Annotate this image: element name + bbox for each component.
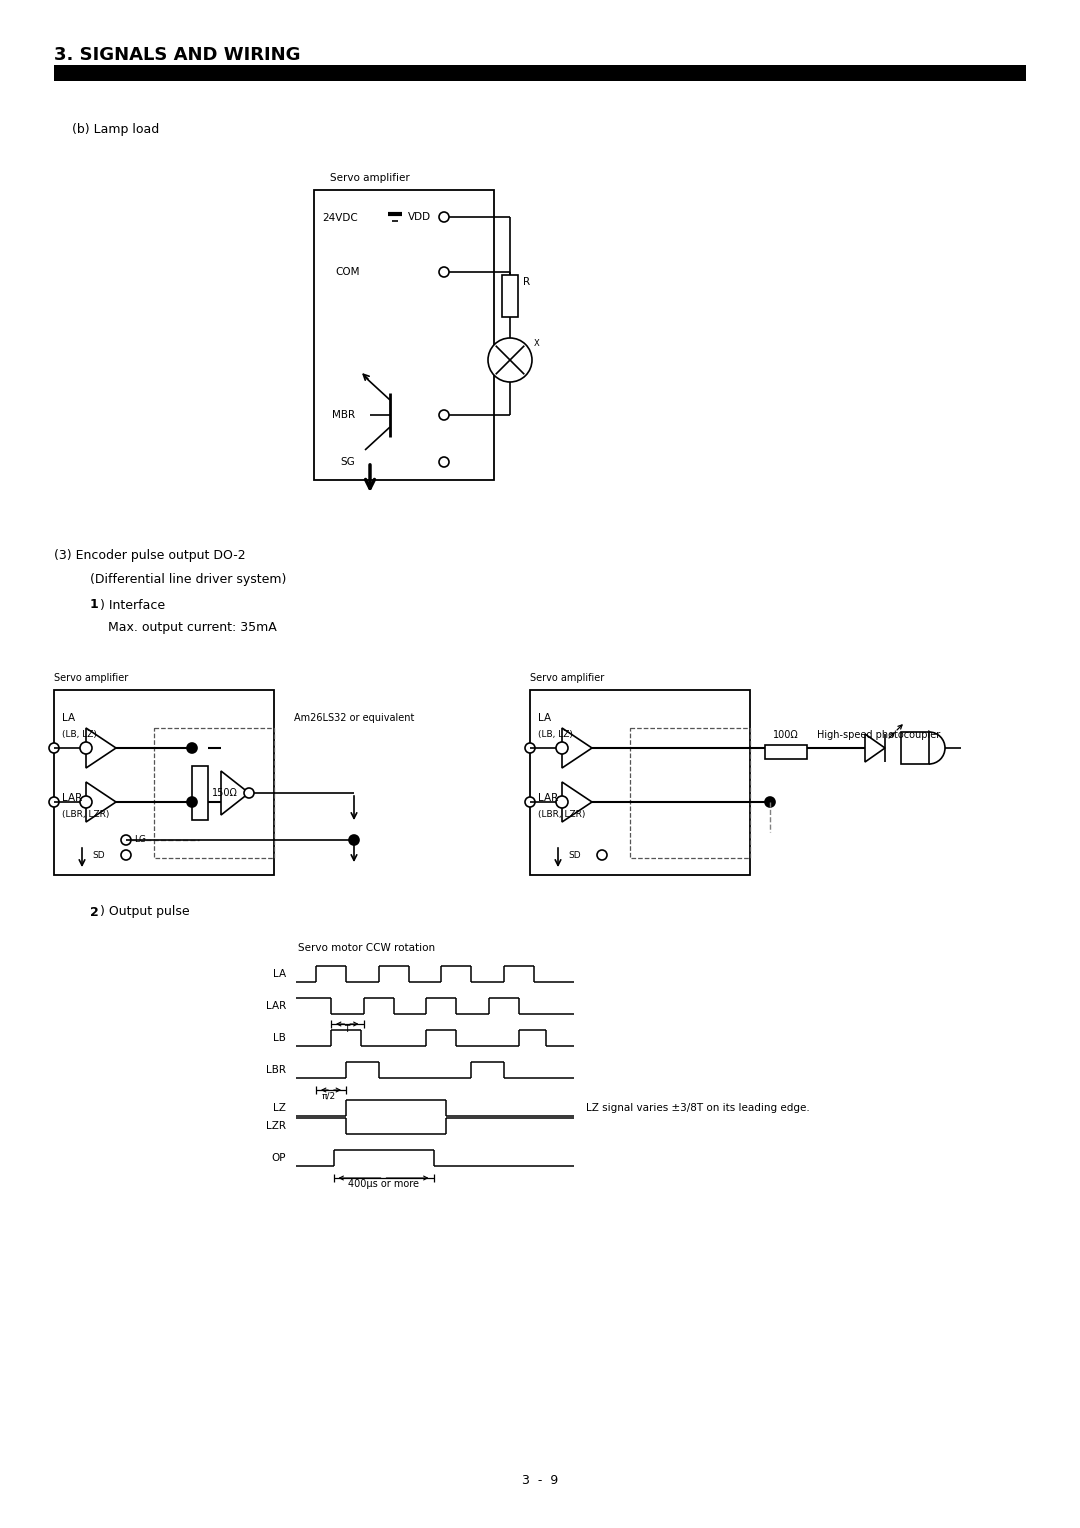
Polygon shape (865, 733, 885, 762)
Text: SD: SD (92, 851, 105, 859)
Bar (630, 727, 750, 859)
Text: 400μs or more: 400μs or more (348, 1180, 419, 1189)
Text: Servo amplifier: Servo amplifier (530, 672, 604, 683)
Bar (901, 732, 929, 764)
Circle shape (438, 457, 449, 468)
Polygon shape (562, 782, 592, 822)
Text: Servo motor CCW rotation: Servo motor CCW rotation (298, 943, 435, 953)
Circle shape (80, 743, 92, 753)
Circle shape (597, 850, 607, 860)
Text: LG: LG (134, 836, 146, 845)
Text: SD: SD (568, 851, 581, 859)
Text: Max. output current: 35mA: Max. output current: 35mA (108, 622, 276, 634)
Text: (LB, LZ): (LB, LZ) (538, 729, 572, 738)
Text: SG: SG (340, 457, 355, 468)
Text: (LB, LZ): (LB, LZ) (62, 729, 97, 738)
Polygon shape (86, 727, 116, 769)
Text: 100Ω: 100Ω (773, 730, 799, 740)
Text: LA: LA (273, 969, 286, 979)
Text: Servo amplifier: Servo amplifier (330, 173, 409, 183)
Bar (192, 766, 208, 821)
Text: LBR: LBR (266, 1065, 286, 1076)
Polygon shape (86, 782, 116, 822)
Circle shape (80, 796, 92, 808)
Circle shape (525, 743, 535, 753)
Text: LAR: LAR (538, 793, 558, 804)
Text: (Differential line driver system): (Differential line driver system) (90, 573, 286, 587)
Text: LAR: LAR (62, 793, 82, 804)
Text: High-speed photocoupler: High-speed photocoupler (816, 730, 941, 740)
Circle shape (525, 798, 535, 807)
Circle shape (121, 834, 131, 845)
Text: 24VDC: 24VDC (322, 212, 357, 223)
Text: 150Ω: 150Ω (212, 788, 238, 798)
Bar (54, 66, 1026, 81)
Bar (154, 727, 274, 859)
Text: R: R (523, 277, 530, 287)
Circle shape (187, 743, 197, 753)
Text: LAR: LAR (266, 1001, 286, 1012)
Text: T: T (345, 1025, 350, 1034)
Text: ) Output pulse: ) Output pulse (100, 906, 190, 918)
Circle shape (49, 798, 59, 807)
Circle shape (187, 798, 197, 807)
Text: 3  -  9: 3 - 9 (522, 1473, 558, 1487)
Text: LZ signal varies ±3/8T on its leading edge.: LZ signal varies ±3/8T on its leading ed… (586, 1103, 810, 1112)
Text: (LBR, LZR): (LBR, LZR) (62, 810, 109, 819)
Text: COM: COM (336, 267, 360, 277)
Text: 1: 1 (90, 599, 98, 611)
Circle shape (765, 798, 775, 807)
Text: X: X (535, 339, 540, 347)
Text: LA: LA (538, 714, 551, 723)
Text: 2: 2 (90, 906, 98, 918)
Text: LA: LA (62, 714, 76, 723)
Text: Am26LS32 or equivalent: Am26LS32 or equivalent (294, 714, 415, 723)
Text: LZ: LZ (273, 1103, 286, 1112)
Polygon shape (221, 772, 249, 814)
Text: LB: LB (273, 1033, 286, 1044)
Circle shape (488, 338, 532, 382)
Text: LZR: LZR (266, 1122, 286, 1131)
Circle shape (438, 267, 449, 277)
Bar (765, 746, 807, 759)
Circle shape (556, 796, 568, 808)
Circle shape (121, 850, 131, 860)
Circle shape (349, 834, 359, 845)
Text: 3. SIGNALS AND WIRING: 3. SIGNALS AND WIRING (54, 46, 300, 64)
Text: (3) Encoder pulse output DO-2: (3) Encoder pulse output DO-2 (54, 549, 245, 561)
Polygon shape (562, 727, 592, 769)
Circle shape (438, 212, 449, 222)
Bar (54, 691, 274, 876)
Circle shape (244, 788, 254, 798)
Text: VDD: VDD (408, 212, 431, 222)
Text: (LBR, LZR): (LBR, LZR) (538, 810, 585, 819)
Text: OP: OP (271, 1154, 286, 1163)
Text: Servo amplifier: Servo amplifier (54, 672, 129, 683)
Circle shape (438, 410, 449, 420)
Circle shape (556, 743, 568, 753)
Text: ) Interface: ) Interface (100, 599, 165, 611)
Circle shape (49, 743, 59, 753)
Bar (314, 189, 494, 480)
Text: π/2: π/2 (322, 1091, 336, 1100)
Bar (530, 691, 750, 876)
Text: MBR: MBR (332, 410, 355, 420)
Text: (b) Lamp load: (b) Lamp load (72, 124, 159, 136)
Bar (502, 275, 518, 316)
